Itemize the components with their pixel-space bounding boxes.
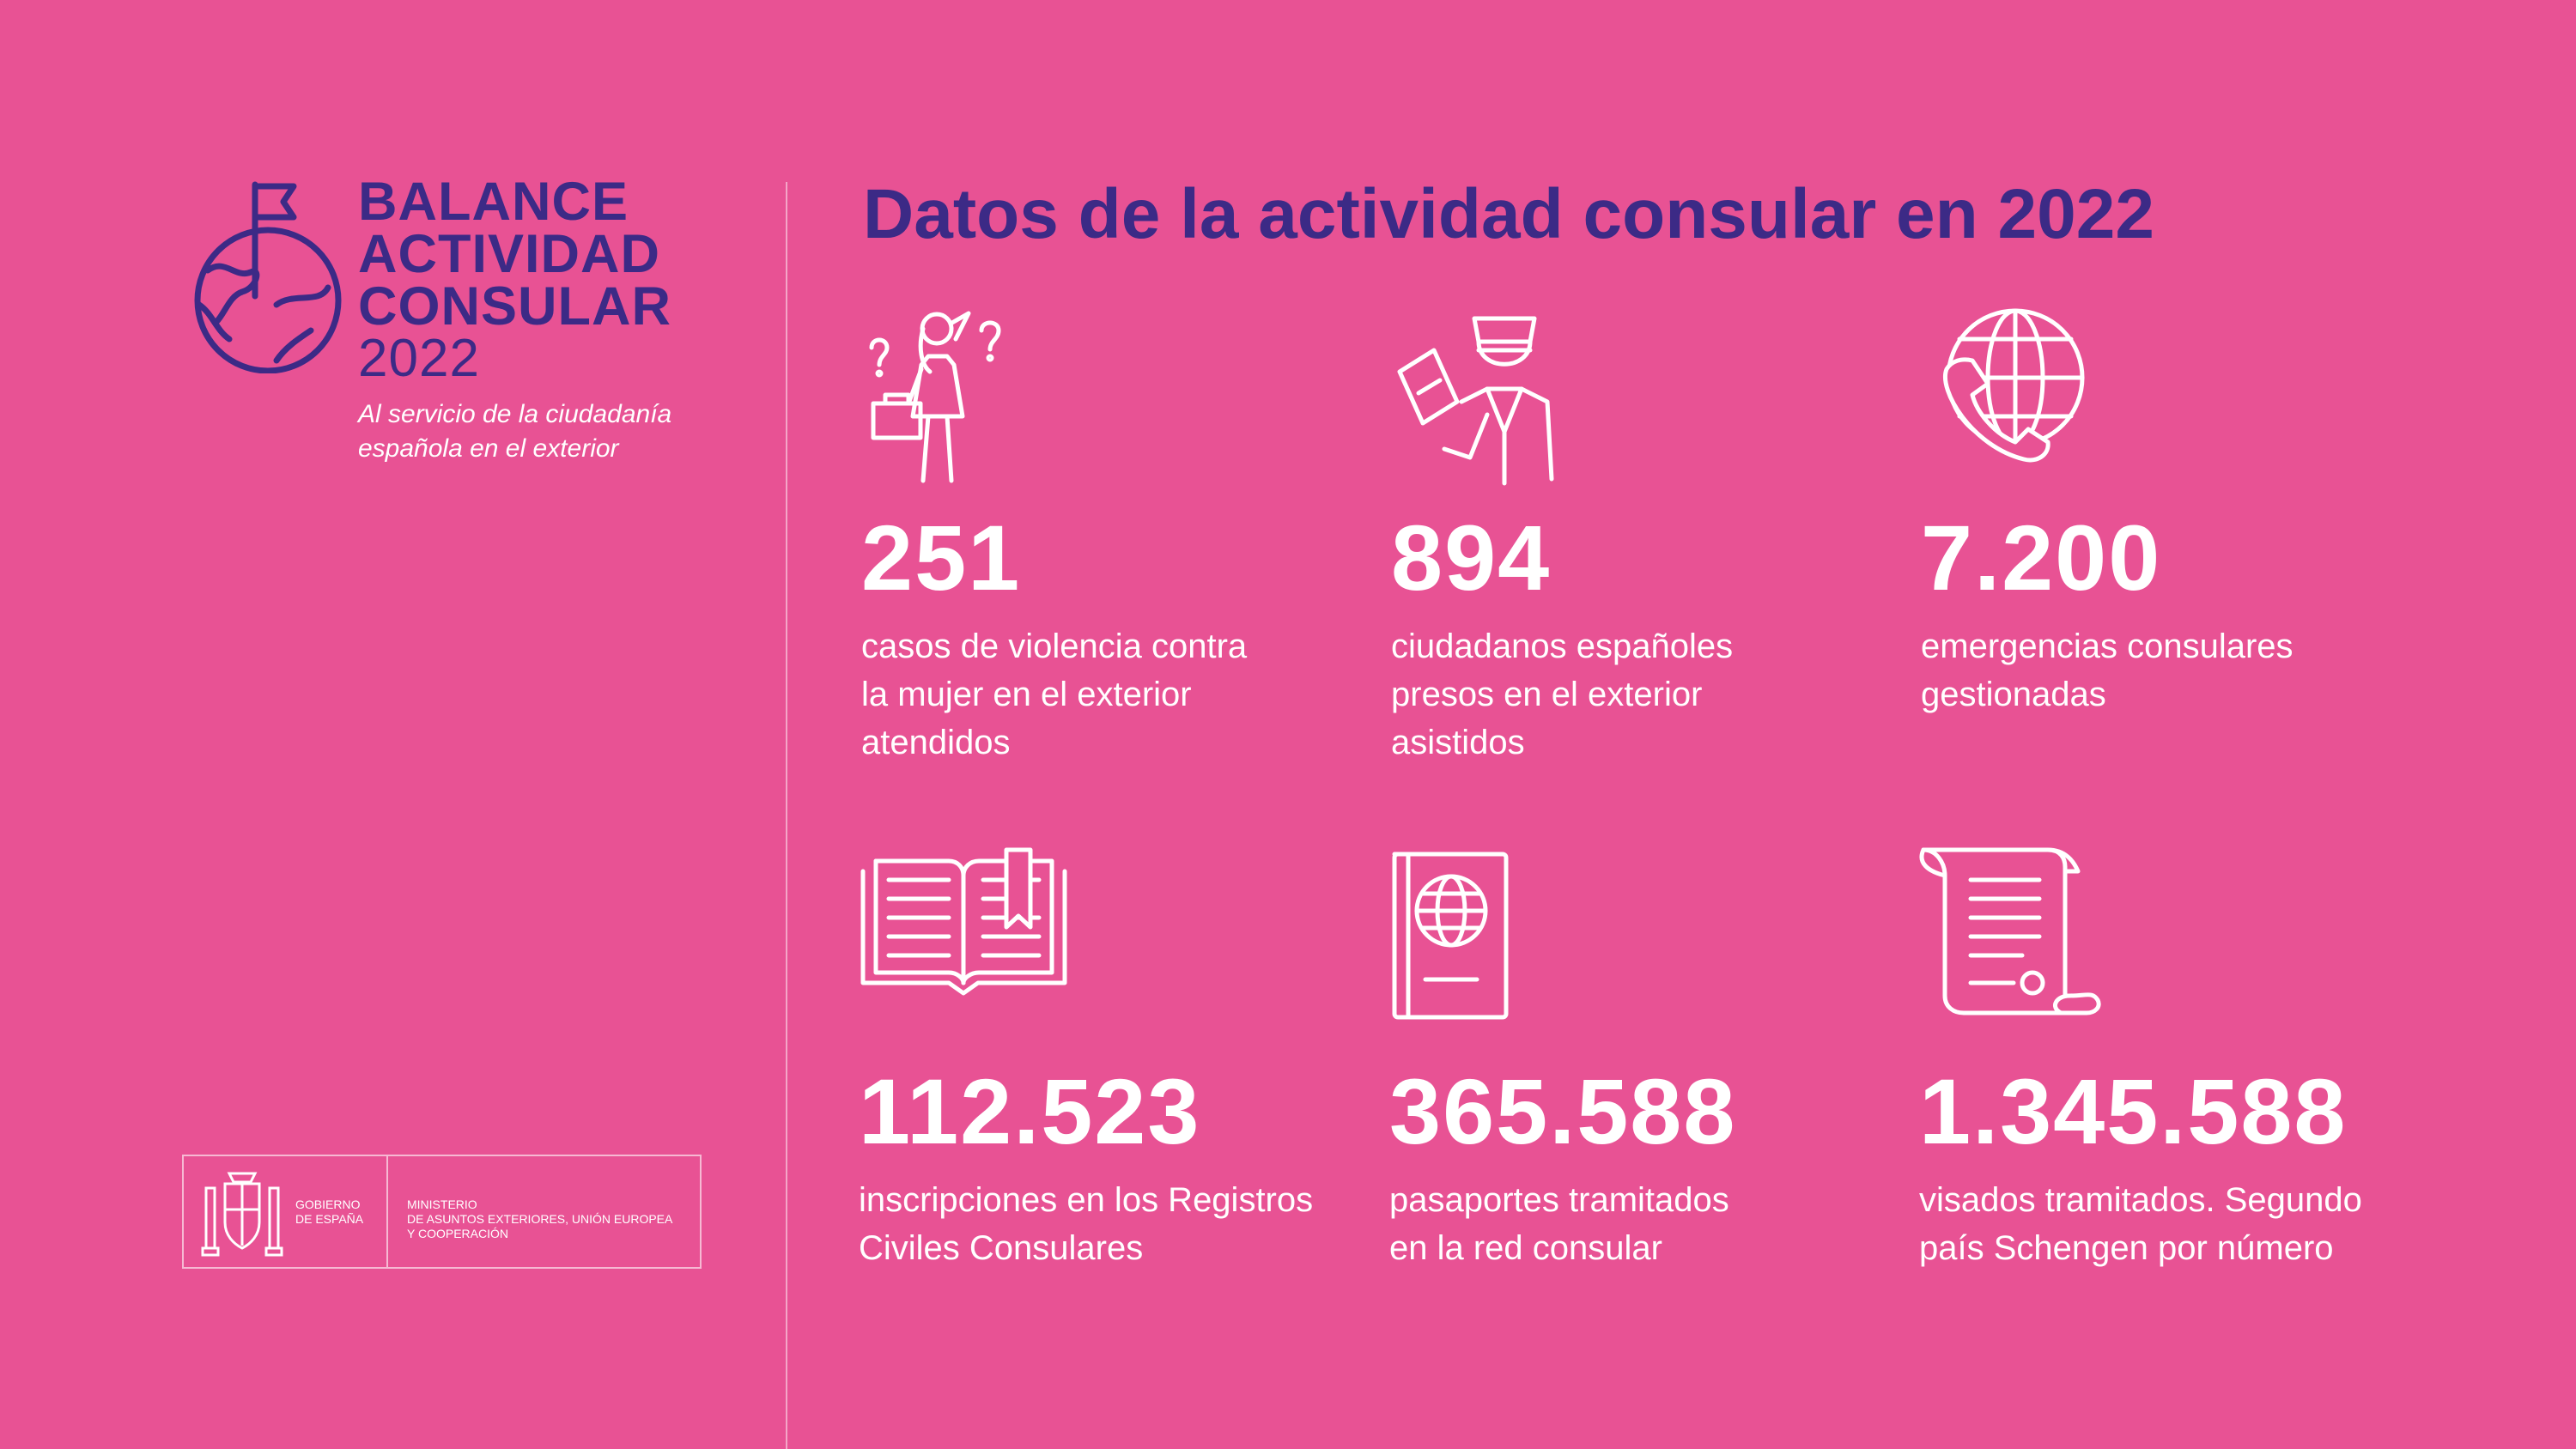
officer-passport-icon [1397, 316, 1554, 486]
brand-subtitle: Al servicio de la ciudadanía española en… [358, 397, 736, 466]
vertical-divider [786, 182, 787, 1449]
stat-description-line: atendidos [861, 724, 1011, 761]
stat-description-line: ciudadanos españoles [1391, 627, 1734, 665]
stat-value: 251 [861, 506, 1022, 609]
stat-description: ciudadanos españoles presos en el exteri… [1391, 622, 1733, 767]
stat-card: 365.588 pasaportes tramitados en la red … [1389, 846, 1870, 1292]
brand-subtitle-line: española en el exterior [358, 434, 619, 463]
stat-description-line: gestionadas [1921, 676, 2106, 713]
coat-of-arms-icon [201, 1172, 283, 1257]
stat-description-line: en la red consular [1389, 1229, 1662, 1267]
brand-subtitle-line: Al servicio de la ciudadanía [358, 400, 672, 428]
stat-value: 365.588 [1389, 1059, 1737, 1163]
government-name: GOBIERNO DE ESPAÑA [295, 1197, 363, 1227]
stat-description-line: inscripciones en los Registros [859, 1181, 1314, 1219]
stat-description-line: país Schengen por número [1919, 1229, 2334, 1267]
stat-description-line: presos en el exterior [1391, 676, 1703, 713]
stat-description: inscripciones en los Registros Civiles C… [859, 1176, 1313, 1272]
scroll-document-icon [1919, 847, 2101, 1016]
passport-icon [1392, 852, 1509, 1020]
globe-flag-icon [194, 181, 342, 373]
stat-card: 1.345.588 visados tramitados. Segundo pa… [1919, 846, 2400, 1292]
government-name-line: GOBIERNO [295, 1197, 361, 1211]
stat-card: 7.200 emergencias consulares gestionadas [1921, 305, 2402, 768]
stat-description-line: Civiles Consulares [859, 1229, 1144, 1267]
stat-description-line: asistidos [1391, 724, 1525, 761]
stat-card: 112.523 inscripciones en los Registros C… [859, 846, 1340, 1292]
ministry-name-line: DE ASUNTOS EXTERIORES, UNIÓN EUROPEA [407, 1212, 673, 1226]
brand-title-line: CONSULAR [358, 276, 671, 336]
ministry-name: MINISTERIO DE ASUNTOS EXTERIORES, UNIÓN … [407, 1197, 672, 1241]
stat-description-line: emergencias consulares [1921, 627, 2293, 665]
brand-block: BALANCE ACTIVIDAD CONSULAR 2022 Al servi… [182, 175, 732, 485]
stat-value: 112.523 [859, 1059, 1201, 1163]
open-book-icon [860, 847, 1067, 996]
brand-title: BALANCE ACTIVIDAD CONSULAR [358, 172, 736, 336]
stat-card: 894 ciudadanos españoles presos en el ex… [1391, 305, 1872, 768]
brand-year: 2022 [358, 329, 480, 388]
stat-description: casos de violencia contra la mujer en el… [861, 622, 1247, 767]
government-logo: GOBIERNO DE ESPAÑA MINISTERIO DE ASUNTOS… [182, 1155, 702, 1269]
brand-title-line: BALANCE [358, 172, 629, 232]
stat-description: pasaportes tramitados en la red consular [1389, 1176, 1729, 1272]
ministry-name-line: Y COOPERACIÓN [407, 1227, 508, 1240]
stat-description-line: visados tramitados. Segundo [1919, 1181, 2362, 1219]
woman-questions-icon [869, 311, 1001, 483]
phone-globe-icon [1943, 308, 2085, 463]
page-title: Datos de la actividad consular en 2022 [863, 175, 2154, 253]
stat-description-line: la mujer en el exterior [861, 676, 1192, 713]
stat-value: 1.345.588 [1919, 1059, 2348, 1163]
stat-value: 894 [1391, 506, 1552, 609]
stat-value: 7.200 [1921, 506, 2162, 609]
brand-title-line: ACTIVIDAD [358, 224, 660, 284]
government-name-line: DE ESPAÑA [295, 1212, 364, 1226]
government-logo-separator [386, 1156, 388, 1267]
ministry-name-line: MINISTERIO [407, 1197, 477, 1211]
stat-description-line: pasaportes tramitados [1389, 1181, 1729, 1219]
stat-card: 251 casos de violencia contra la mujer e… [861, 305, 1342, 768]
stat-description-line: casos de violencia contra [861, 627, 1248, 665]
stat-description: visados tramitados. Segundo país Schenge… [1919, 1176, 2362, 1272]
stat-description: emergencias consulares gestionadas [1921, 622, 2293, 718]
